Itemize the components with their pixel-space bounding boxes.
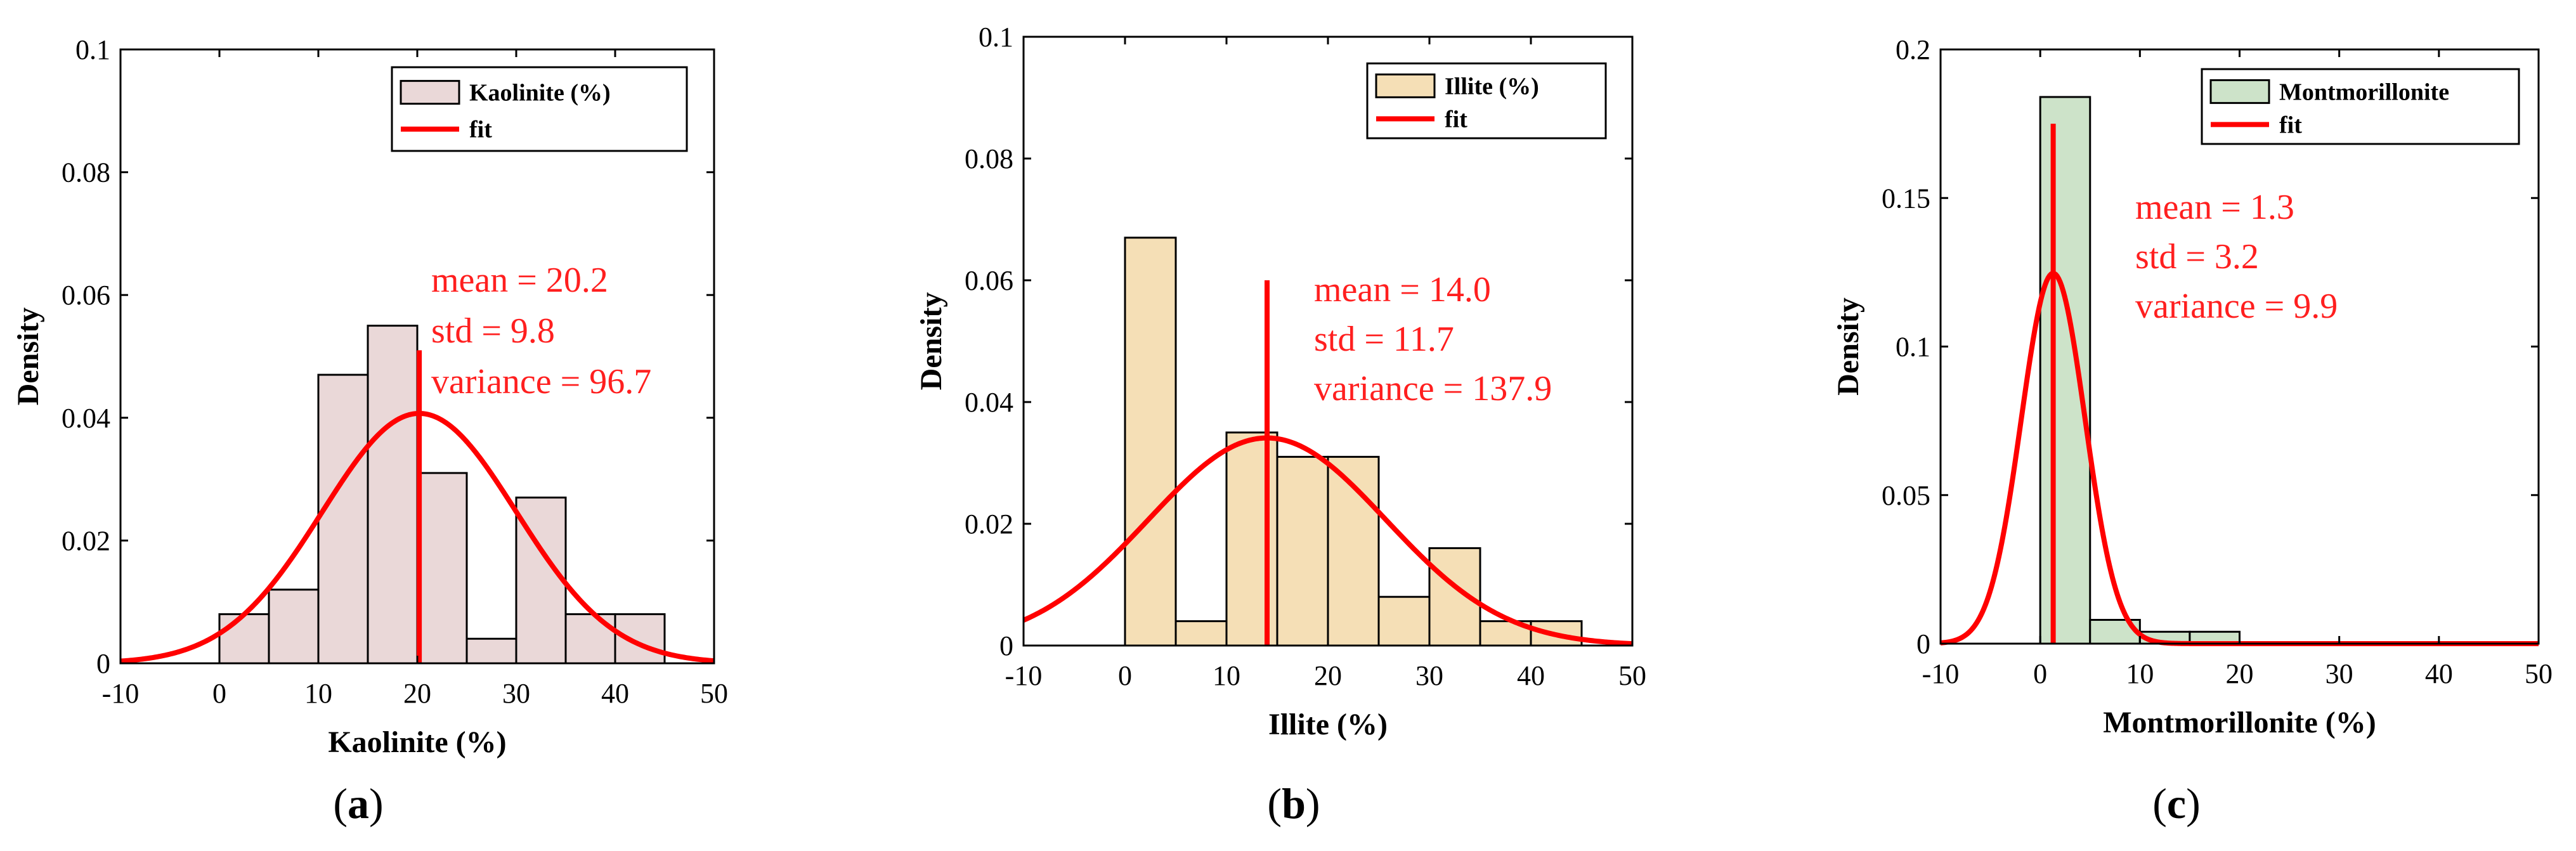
x-tick-label-a-2: 10 — [304, 678, 332, 709]
legend-swatch-histogram-a — [400, 80, 460, 105]
histogram-bar-a-8 — [564, 613, 616, 665]
y-tick-label-a-1: 0.02 — [62, 525, 110, 556]
stats-annotation-b-1: mean = 14.0 — [1314, 270, 1491, 309]
chart-panel-c: -10 0 10 20 30 40 5000.050.10.150.2Montmorillo… — [1831, 34, 2553, 828]
x-axis-label-c: Montmorillonite (%) — [2103, 706, 2376, 739]
stats-annotation-c-2: std = 3.2 — [2135, 237, 2259, 276]
y-tick-label-c-0: 0 — [1916, 628, 1930, 659]
stats-annotation-b-2: std = 11.7 — [1314, 320, 1454, 359]
y-tick-label-a-0: 0 — [96, 648, 110, 679]
y-tick-label-a-4: 0.08 — [62, 157, 110, 188]
histogram-bar-a-3 — [317, 374, 369, 665]
stats-annotation-a-1: mean = 20.2 — [431, 261, 608, 300]
x-tick-label-c-4: 30 — [2326, 658, 2353, 689]
x-tick-label-c-6: 50 — [2525, 658, 2553, 689]
legend-label-histogram-a: Kaolinite (%) — [469, 80, 611, 107]
y-tick-label-b-4: 0.08 — [965, 143, 1013, 174]
histogram-bar-c-1 — [2039, 96, 2091, 645]
x-axis-label-b: Illite (%) — [1268, 708, 1388, 741]
y-axis-label-b: Density — [914, 292, 948, 391]
legend-b: Illite (%) fit — [1366, 62, 1607, 140]
y-tick-label-a-3: 0.06 — [62, 280, 110, 311]
x-tick-label-a-3: 20 — [403, 678, 431, 709]
y-tick-label-c-3: 0.15 — [1882, 183, 1930, 214]
legend-label-histogram-b: Illite (%) — [1445, 73, 1539, 100]
x-tick-label-b-2: 10 — [1213, 660, 1240, 691]
x-tick-label-a-6: 50 — [700, 678, 728, 709]
histogram-bar-a-6 — [465, 637, 517, 665]
stats-annotation-b-3: variance = 137.9 — [1314, 369, 1552, 408]
x-tick-label-c-0: -10 — [1922, 658, 1960, 689]
x-tick-label-a-1: 0 — [212, 678, 226, 709]
histogram-bar-a-2 — [268, 588, 320, 665]
x-tick-label-c-1: 0 — [2033, 658, 2047, 689]
y-tick-label-c-1: 0.05 — [1882, 480, 1930, 511]
x-tick-label-b-1: 0 — [1118, 660, 1132, 691]
y-tick-label-b-3: 0.06 — [965, 265, 1013, 296]
x-tick-label-a-0: -10 — [102, 678, 140, 709]
stats-annotation-c-1: mean = 1.3 — [2135, 188, 2294, 227]
y-tick-label-b-0: 0 — [999, 630, 1013, 661]
x-tick-label-b-0: -10 — [1005, 660, 1043, 691]
legend-swatch-histogram-c — [2209, 79, 2270, 104]
legend-label-fit-c: fit — [2279, 112, 2302, 138]
fit-curve-b — [1022, 435, 1634, 647]
histogram-bar-b-1 — [1124, 237, 1177, 647]
chart-panel-b: -10 0 10 20 30 40 5000.020.040.060.080.1Illite… — [914, 22, 1646, 828]
y-axis-label-a: Density — [11, 308, 45, 406]
y-tick-label-a-5: 0.1 — [75, 34, 110, 65]
legend-a: Kaolinite (%) fit — [391, 66, 688, 152]
histogram-bar-a-1 — [218, 613, 270, 665]
y-tick-label-b-1: 0.02 — [965, 509, 1013, 540]
histogram-bar-a-4 — [367, 325, 419, 665]
histogram-bar-a-5 — [416, 472, 468, 665]
legend-swatch-histogram-b — [1375, 73, 1436, 98]
x-tick-label-c-5: 40 — [2425, 658, 2453, 689]
chart-panel-a: -10 0 10 20 30 40 5000.020.040.060.080.1Kaolin… — [11, 34, 728, 828]
stats-annotation-a-2: std = 9.8 — [431, 311, 555, 351]
x-tick-label-c-3: 20 — [2226, 658, 2254, 689]
panel-caption-b: (b) — [1267, 779, 1320, 828]
y-tick-label-a-2: 0.04 — [62, 403, 110, 434]
panel-caption-a: (a) — [333, 779, 383, 828]
histogram-bar-b-2 — [1174, 620, 1228, 647]
y-tick-label-c-2: 0.1 — [1896, 332, 1930, 363]
x-tick-label-a-4: 30 — [502, 678, 530, 709]
panel-caption-c: (c) — [2152, 779, 2201, 828]
x-axis-label-a: Kaolinite (%) — [328, 725, 506, 759]
y-axis-label-c: Density — [1831, 297, 1865, 396]
x-tick-label-c-2: 10 — [2126, 658, 2154, 689]
stats-annotation-c-3: variance = 9.9 — [2135, 287, 2338, 326]
y-tick-label-b-5: 0.1 — [979, 22, 1013, 53]
histogram-bar-b-6 — [1377, 595, 1431, 647]
fit-curve-c — [1939, 270, 2540, 646]
legend-label-fit-a: fit — [469, 117, 492, 143]
x-tick-label-b-6: 50 — [1618, 660, 1646, 691]
x-tick-label-b-5: 40 — [1517, 660, 1545, 691]
legend-label-fit-b: fit — [1445, 106, 1467, 133]
histogram-bar-b-4 — [1276, 455, 1329, 647]
x-tick-label-b-4: 30 — [1415, 660, 1443, 691]
x-tick-label-a-5: 40 — [601, 678, 629, 709]
stats-annotation-a-3: variance = 96.7 — [431, 362, 651, 401]
y-tick-label-b-2: 0.04 — [965, 387, 1013, 418]
y-tick-label-c-4: 0.2 — [1896, 34, 1930, 65]
legend-label-histogram-c: Montmorillonite — [2279, 79, 2449, 105]
x-tick-label-b-3: 20 — [1314, 660, 1342, 691]
histogram-bar-a-9 — [614, 613, 666, 665]
legend-c: Montmorillonite fit — [2201, 68, 2520, 145]
